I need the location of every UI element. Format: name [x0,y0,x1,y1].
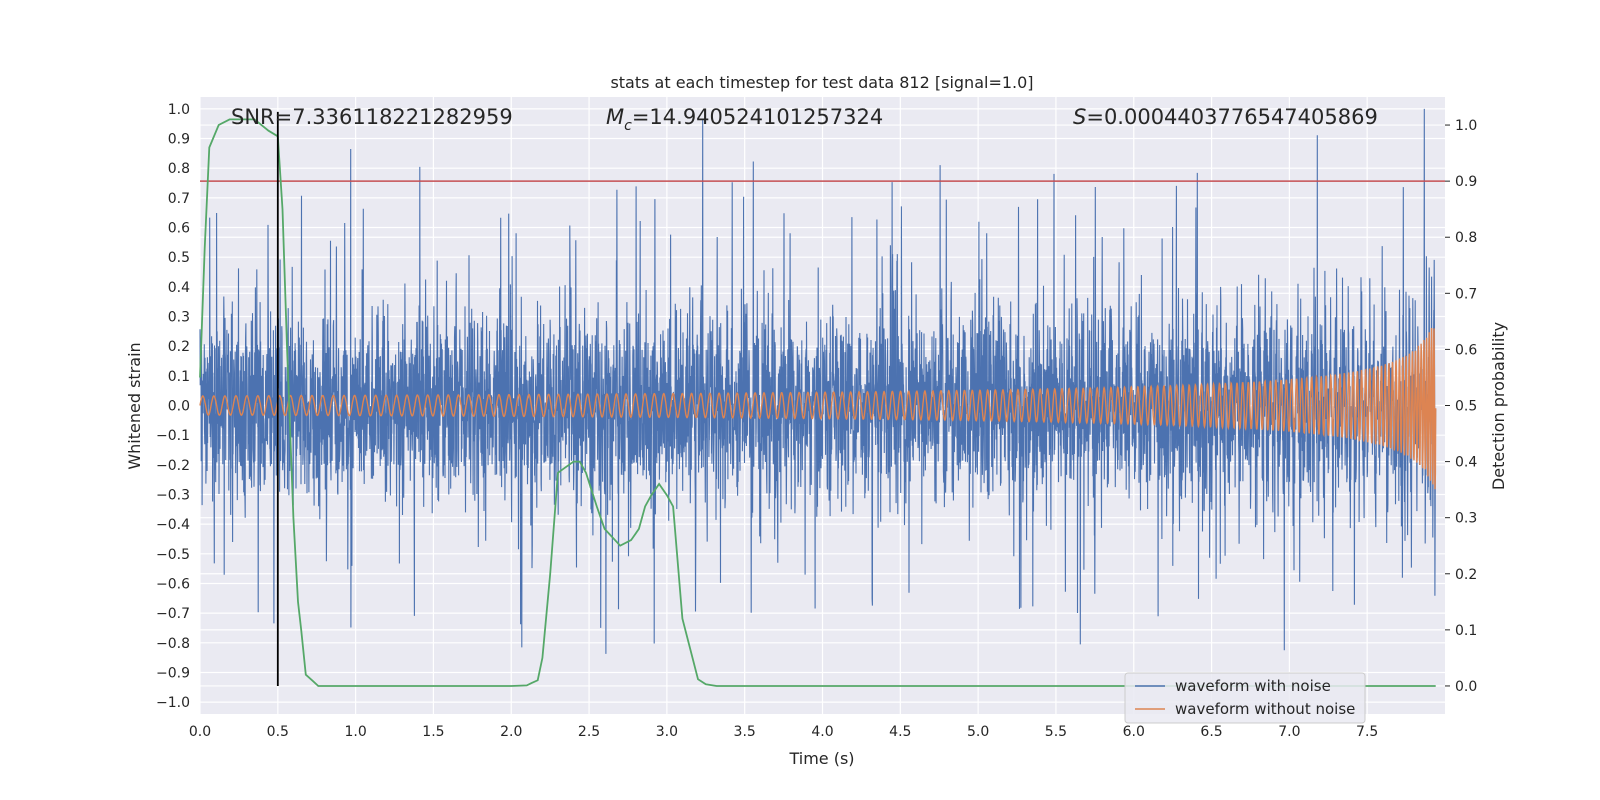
legend: waveform with noise waveform without noi… [1124,672,1366,724]
x-tick-label: 7.0 [1278,724,1300,740]
y2-tick-label: 0.5 [1455,399,1477,415]
x-tick-label: 2.5 [578,724,600,740]
x-axis-label: Time (s) [788,749,854,768]
y2-tick-label: 0.7 [1455,286,1477,302]
y2-tick-label: 0.4 [1455,455,1477,471]
y-axis-label: Whitened strain [125,342,144,469]
probability-line [199,118,1436,687]
clean-waveform-line [199,327,1437,490]
series-detection-probability [199,118,1436,687]
y2-axis-label: Detection probability [1489,322,1508,490]
s-value: =0.0004403776547405869 [1086,105,1378,129]
x-tick-label: 7.5 [1356,724,1378,740]
y2-axis-ticks: 1.0 0.9 0.8 0.7 0.6 0.5 0.4 0.3 0.2 0.1 0.0 [1445,118,1477,695]
x-axis-ticks: 0.0 0.5 1.0 1.5 2.0 2.5 3.0 3.5 4.0 4.5 5.0 5.5 6.0 6… [189,724,1378,740]
y2-tick-label: 0.3 [1455,511,1477,527]
y2-tick-label: 0.8 [1455,230,1477,246]
chirp-mass-subscript: c [624,118,632,134]
y-tick-label: −0.3 [156,487,190,503]
y-tick-label: 0.5 [168,250,190,266]
y2-tick-label: 0.1 [1455,623,1477,639]
y-tick-label: 0.0 [168,399,190,415]
y-tick-label: 0.1 [168,369,190,385]
y2-tick-label: 0.9 [1455,174,1477,190]
x-tick-label: 5.5 [1045,724,1067,740]
y2-tick-label: 0.0 [1455,679,1477,695]
x-tick-label: 6.5 [1200,724,1222,740]
y-tick-label: −0.6 [156,576,190,592]
s-symbol: S [1073,105,1086,129]
x-tick-label: 3.5 [734,724,756,740]
x-tick-label: 5.0 [967,724,989,740]
y2-tick-label: 0.2 [1455,567,1477,583]
legend-label-noise: waveform with noise [1175,677,1331,695]
y-tick-label: 0.7 [168,191,190,207]
y2-tick-label: 1.0 [1455,118,1477,134]
x-tick-label: 4.5 [889,724,911,740]
y-axis-ticks: 1.0 0.9 0.8 0.7 0.6 0.5 0.4 0.3 0.2 0.1 0.0 −0.1 −0.… [156,102,190,711]
x-tick-label: 0.0 [189,724,211,740]
y-tick-label: −0.1 [156,428,190,444]
y-tick-label: −0.4 [156,517,190,533]
chirp-mass-symbol: M [606,105,624,129]
y-tick-label: 0.8 [168,161,190,177]
y-tick-label: 0.4 [168,280,190,296]
chirp-mass-value: =14.940524101257324 [632,105,883,129]
y-tick-label: 1.0 [168,102,190,118]
y-tick-label: −0.2 [156,458,190,474]
x-tick-label: 4.0 [811,724,833,740]
s-annotation: S=0.0004403776547405869 [1073,105,1378,129]
y-tick-label: −0.8 [156,636,190,652]
y-tick-label: 0.6 [168,221,190,237]
x-tick-label: 1.0 [344,724,366,740]
y-tick-label: 0.2 [168,339,190,355]
x-tick-label: 1.5 [422,724,444,740]
y-tick-label: −0.7 [156,606,190,622]
y-tick-label: −0.5 [156,547,190,563]
x-tick-label: 3.0 [656,724,678,740]
legend-frame [1124,672,1366,724]
snr-annotation: SNR=7.336118221282959 [231,105,513,129]
x-tick-label: 6.0 [1123,724,1145,740]
chirp-mass-annotation: Mc=14.940524101257324 [606,105,883,134]
chart-title: stats at each timestep for test data 812… [610,73,1033,92]
x-tick-label: 0.5 [267,724,289,740]
y-tick-label: 0.9 [168,132,190,148]
y-tick-label: −0.9 [156,665,190,681]
y2-tick-label: 0.6 [1455,342,1477,358]
y-tick-label: −1.0 [156,695,190,711]
x-tick-label: 2.0 [500,724,522,740]
y-tick-label: 0.3 [168,310,190,326]
legend-label-clean: waveform without noise [1175,700,1355,718]
series-waveform-without-noise [199,327,1437,490]
